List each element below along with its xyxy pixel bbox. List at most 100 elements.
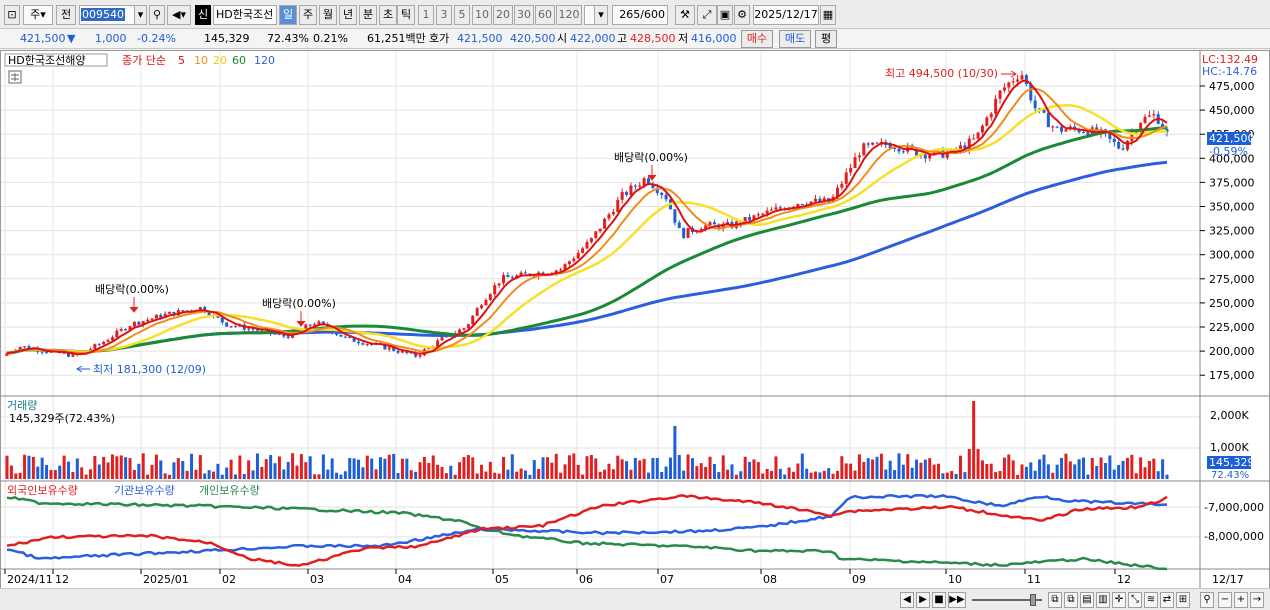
candle-body bbox=[699, 229, 703, 231]
candle-body bbox=[967, 138, 971, 150]
period-year-button[interactable]: 년 bbox=[339, 5, 357, 25]
candle-body bbox=[686, 228, 690, 238]
candle-body bbox=[607, 214, 611, 219]
fibo-icon[interactable]: ≋ bbox=[1144, 592, 1158, 608]
ma120-label: 120 bbox=[254, 54, 275, 67]
speaker-icon[interactable]: ◀▾ bbox=[167, 5, 191, 25]
candle-body bbox=[27, 346, 31, 350]
low-marker: 최저 181,300 (12/09) bbox=[93, 363, 206, 376]
tick-dropdown-icon[interactable]: ▾ bbox=[594, 5, 608, 25]
chart-svg[interactable]: HD한국조선해양 종가 단순 5 10 20 60 120 LC:132.49 … bbox=[1, 51, 1269, 591]
crosshair-icon[interactable]: ✛ bbox=[1112, 592, 1126, 608]
text-tool-icon[interactable]: ⇄ bbox=[1160, 592, 1174, 608]
tick-120-button[interactable]: 120 bbox=[556, 5, 582, 25]
candle-body bbox=[616, 199, 620, 212]
save-icon[interactable]: ▣ bbox=[717, 5, 733, 25]
candle-body bbox=[198, 307, 202, 311]
magnet-icon[interactable]: ⊞ bbox=[1176, 592, 1190, 608]
type-select[interactable]: 주▾ bbox=[23, 5, 53, 25]
layout-icon-3[interactable]: ▤ bbox=[1080, 592, 1094, 608]
stock-name-field[interactable]: HD한국조선 bbox=[213, 5, 277, 25]
volume-bar bbox=[871, 459, 875, 479]
volume-bar bbox=[831, 473, 835, 479]
volume-bar bbox=[181, 461, 185, 479]
tick-20-button[interactable]: 20 bbox=[493, 5, 513, 25]
volume-bar bbox=[352, 458, 356, 479]
period-tick-button[interactable]: 틱 bbox=[397, 5, 415, 25]
buy-button[interactable]: 매수 bbox=[741, 30, 773, 48]
period-week-button[interactable]: 주 bbox=[299, 5, 317, 25]
price-panel-title-box[interactable] bbox=[4, 53, 108, 67]
volume-bar bbox=[471, 457, 475, 479]
count-input[interactable]: 265/600 bbox=[612, 5, 668, 25]
layout-icon-1[interactable]: ⧉ bbox=[1048, 592, 1062, 608]
zoom-slider[interactable] bbox=[972, 599, 1042, 601]
tick-5-button[interactable]: 5 bbox=[454, 5, 470, 25]
volume-bar bbox=[80, 467, 84, 479]
open-label: 시 bbox=[557, 32, 568, 45]
search-icon[interactable]: ⚲ bbox=[149, 5, 165, 25]
chart-area[interactable]: HD한국조선해양 종가 단순 5 10 20 60 120 LC:132.49 … bbox=[0, 50, 1270, 592]
volume-bar bbox=[739, 471, 743, 479]
candle-body bbox=[5, 353, 9, 356]
layout-icon-2[interactable]: ⧉ bbox=[1064, 592, 1078, 608]
zoom-icon[interactable]: ⚲ bbox=[1200, 592, 1214, 608]
volume-bar bbox=[440, 466, 444, 479]
candle-body bbox=[1051, 126, 1055, 128]
code-input[interactable]: 009540 bbox=[79, 5, 135, 25]
zoom-slider-thumb[interactable] bbox=[1030, 594, 1036, 606]
tick-1-button[interactable]: 1 bbox=[418, 5, 434, 25]
volume-bar bbox=[484, 471, 488, 479]
layout-icon-4[interactable]: ▥ bbox=[1096, 592, 1110, 608]
price-tick-label: 450,000 bbox=[1209, 104, 1255, 117]
volume-bar bbox=[994, 472, 998, 479]
trend-icon[interactable]: ⤡ bbox=[1128, 592, 1142, 608]
volume-bar bbox=[124, 457, 128, 479]
holding-tick-8m: -8,000,000 bbox=[1204, 530, 1264, 543]
candle-body bbox=[1134, 131, 1138, 133]
volume-bar bbox=[1082, 457, 1086, 479]
candle-body bbox=[458, 329, 462, 334]
period-second-button[interactable]: 초 bbox=[379, 5, 397, 25]
volume-value: 145,329 bbox=[204, 32, 250, 45]
volume-bar bbox=[576, 464, 580, 479]
candle-body bbox=[383, 343, 387, 350]
volume-bar bbox=[427, 462, 431, 479]
stop-button[interactable]: ■ bbox=[932, 592, 946, 608]
arrow-icon[interactable]: → bbox=[1250, 592, 1264, 608]
date-input[interactable]: 2025/12/17 bbox=[753, 5, 819, 25]
volume-bar bbox=[168, 474, 172, 479]
candle-body bbox=[576, 252, 580, 259]
indicator-icon[interactable]: ⚒ bbox=[675, 5, 695, 25]
tick-30-button[interactable]: 30 bbox=[514, 5, 534, 25]
volume-bar bbox=[172, 462, 176, 479]
x-axis: 2024/11 12 2025/01 02 03 04 05 06 07 08 09 10 11 12 bbox=[4, 569, 1131, 586]
period-month-button[interactable]: 월 bbox=[319, 5, 337, 25]
zoom-out-icon[interactable]: − bbox=[1218, 592, 1232, 608]
volume-bar bbox=[339, 474, 343, 479]
eval-button[interactable]: 평 bbox=[815, 30, 837, 48]
ask-value: 421,500 bbox=[457, 32, 503, 45]
tick-10-button[interactable]: 10 bbox=[472, 5, 492, 25]
volume-bar bbox=[958, 455, 962, 479]
calendar-icon[interactable]: ▦ bbox=[820, 5, 836, 25]
period-day-button[interactable]: 일 bbox=[279, 5, 297, 25]
zoom-in-icon[interactable]: + bbox=[1234, 592, 1248, 608]
volume-bar bbox=[888, 460, 892, 479]
play-button[interactable]: ▶ bbox=[916, 592, 930, 608]
scroll-right-button[interactable]: ▶▶ bbox=[948, 592, 966, 608]
period-minute-button[interactable]: 분 bbox=[359, 5, 377, 25]
gear-icon[interactable]: ⚙ bbox=[734, 5, 750, 25]
candle-body bbox=[1060, 126, 1064, 132]
tick-3-button[interactable]: 3 bbox=[436, 5, 452, 25]
candle-body bbox=[146, 319, 150, 322]
tick-60-button[interactable]: 60 bbox=[535, 5, 555, 25]
sell-button[interactable]: 매도 bbox=[779, 30, 811, 48]
window-menu-icon[interactable]: ⊡ bbox=[4, 5, 20, 25]
scroll-left-button[interactable]: ◀ bbox=[900, 592, 914, 608]
prev-button[interactable]: 전 bbox=[56, 5, 76, 25]
code-dropdown-icon[interactable]: ▾ bbox=[134, 5, 147, 25]
price-panel-title: HD한국조선해양 bbox=[8, 53, 85, 67]
drawing-icon[interactable]: ⤢ bbox=[697, 5, 717, 25]
candle-body bbox=[585, 241, 589, 249]
